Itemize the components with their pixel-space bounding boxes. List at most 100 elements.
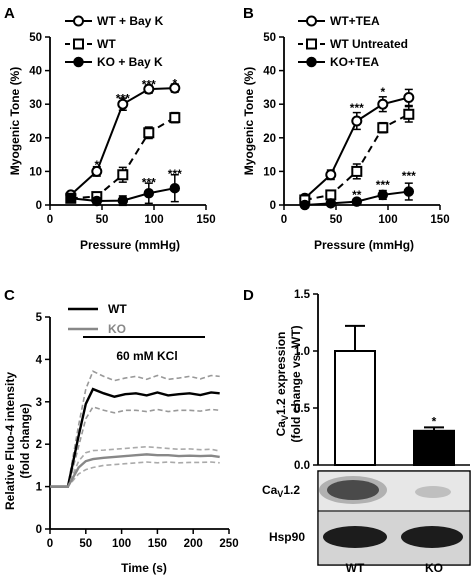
panel-b-significance: ************ — [350, 85, 416, 202]
panel-b-series — [299, 88, 415, 211]
significance-marker: *** — [402, 169, 416, 183]
y-tick-label: 4 — [36, 354, 43, 366]
legend-a-label-2: WT — [97, 37, 116, 51]
legend-b-open-circle-marker — [306, 15, 317, 27]
y-tick-label: 30 — [263, 99, 276, 111]
panel-c-series — [50, 370, 220, 488]
y-tick-label: 20 — [263, 133, 276, 145]
sem-upper-WT — [50, 370, 220, 488]
cav-band-ko — [415, 486, 451, 498]
blot-label-cav12: CaV1.2 — [262, 483, 300, 499]
x-tick-label: 200 — [184, 538, 203, 550]
legend-b-filled-circle-marker — [306, 56, 317, 68]
data-point-filled-circle — [143, 187, 155, 199]
panel-b-y-axis-label: Myogenic Tone (%) — [242, 67, 256, 175]
y-tick-label: 5 — [36, 312, 43, 324]
panel-d-bars: * — [334, 324, 455, 466]
data-point-square — [403, 108, 415, 120]
data-point-square — [117, 169, 129, 181]
panel-b-x-axis-label: Pressure (mmHg) — [314, 238, 414, 252]
data-point-open-circle — [117, 98, 129, 110]
x-tick-label: 150 — [196, 214, 215, 226]
data-point-open-circle — [377, 98, 389, 110]
panel-d-y-axis-label-line1: CaV1.2 expression — [274, 332, 290, 437]
data-point-open-circle — [351, 115, 363, 127]
data-point-open-circle — [325, 169, 337, 181]
legend-a-label-1: WT + Bay K — [97, 14, 164, 28]
sem-lower-WT — [50, 405, 220, 488]
mean-trace-KO — [50, 453, 220, 488]
data-point-filled-circle — [169, 182, 181, 194]
panel-c-y-axis-label-line1: Relative Fluo-4 intensity — [3, 372, 17, 510]
data-point-square — [169, 112, 181, 124]
panel-label-d: D — [243, 287, 254, 304]
x-tick-label: 150 — [148, 538, 167, 550]
panel-d-category-ko: KO — [425, 561, 443, 575]
panel-d-y-axis-label-line2: (fold change vs. WT) — [289, 325, 303, 442]
x-tick-label: 250 — [219, 538, 238, 550]
panel-label-b: B — [243, 5, 254, 22]
cav-band-wt — [327, 480, 379, 500]
y-tick-label: 10 — [263, 166, 276, 178]
legend-a-open-square-marker — [73, 38, 84, 50]
x-tick-label: 100 — [144, 214, 163, 226]
panel-a-series — [65, 82, 181, 207]
data-point-filled-circle — [403, 186, 415, 197]
significance-marker: * — [432, 414, 437, 428]
significance-marker: *** — [168, 167, 182, 181]
data-point-filled-circle — [91, 195, 103, 207]
y-tick-label: 40 — [29, 66, 42, 78]
x-tick-label: 0 — [47, 538, 53, 550]
data-point-open-circle — [169, 82, 181, 94]
significance-marker: ** — [352, 188, 362, 202]
y-tick-label: 50 — [29, 32, 42, 44]
panel-c-kcl-annotation: 60 mM KCl — [116, 349, 177, 363]
y-tick-label: 3 — [36, 397, 42, 409]
y-tick-label: 0 — [270, 200, 276, 212]
legend-b-label-2: WT Untreated — [330, 37, 408, 51]
x-tick-label: 0 — [47, 214, 53, 226]
y-tick-label: 10 — [29, 166, 42, 178]
x-tick-label: 100 — [378, 214, 397, 226]
legend-c-ko-label: KO — [108, 322, 126, 336]
y-tick-label: 40 — [263, 66, 276, 78]
series-line-1 — [70, 116, 176, 200]
significance-marker: *** — [142, 175, 156, 189]
panel-c-y-axis-label-line2: (fold change) — [18, 403, 32, 478]
legend-a-filled-circle-marker — [73, 56, 84, 68]
significance-marker: *** — [142, 77, 156, 91]
panel-a-y-axis-label: Myogenic Tone (%) — [8, 67, 22, 175]
mean-trace-WT — [50, 387, 220, 488]
y-tick-label: 30 — [29, 99, 42, 111]
panel-c-x-axis-label: Time (s) — [121, 561, 167, 575]
significance-marker: * — [380, 85, 385, 99]
western-blot — [317, 470, 471, 566]
y-tick-label: 0.5 — [294, 403, 311, 415]
y-tick-label: 20 — [29, 133, 42, 145]
y-tick-label: 50 — [263, 32, 276, 44]
legend-a-label-3: KO + Bay K — [97, 55, 163, 69]
blot-label-hsp90: Hsp90 — [269, 530, 305, 544]
legend-b-label-1: WT+TEA — [330, 14, 380, 28]
sem-upper-KO — [50, 445, 220, 488]
data-point-square — [377, 122, 389, 134]
significance-marker: *** — [350, 101, 364, 115]
bar-WT — [334, 350, 376, 466]
y-tick-label: 0 — [36, 524, 42, 536]
y-tick-label: 2 — [36, 439, 42, 451]
panel-d-category-wt: WT — [346, 561, 365, 575]
significance-marker: *** — [376, 178, 390, 192]
data-point-filled-circle — [351, 196, 363, 207]
data-point-filled-circle — [65, 193, 77, 204]
panel-b-tick-labels: 0 10 20 30 40 50 0 50 100 150 — [263, 32, 449, 226]
data-point-filled-circle — [325, 198, 337, 209]
y-tick-label: 1.5 — [294, 289, 311, 301]
data-point-square — [143, 127, 155, 139]
data-point-open-circle — [143, 83, 155, 95]
data-point-square — [325, 189, 337, 201]
